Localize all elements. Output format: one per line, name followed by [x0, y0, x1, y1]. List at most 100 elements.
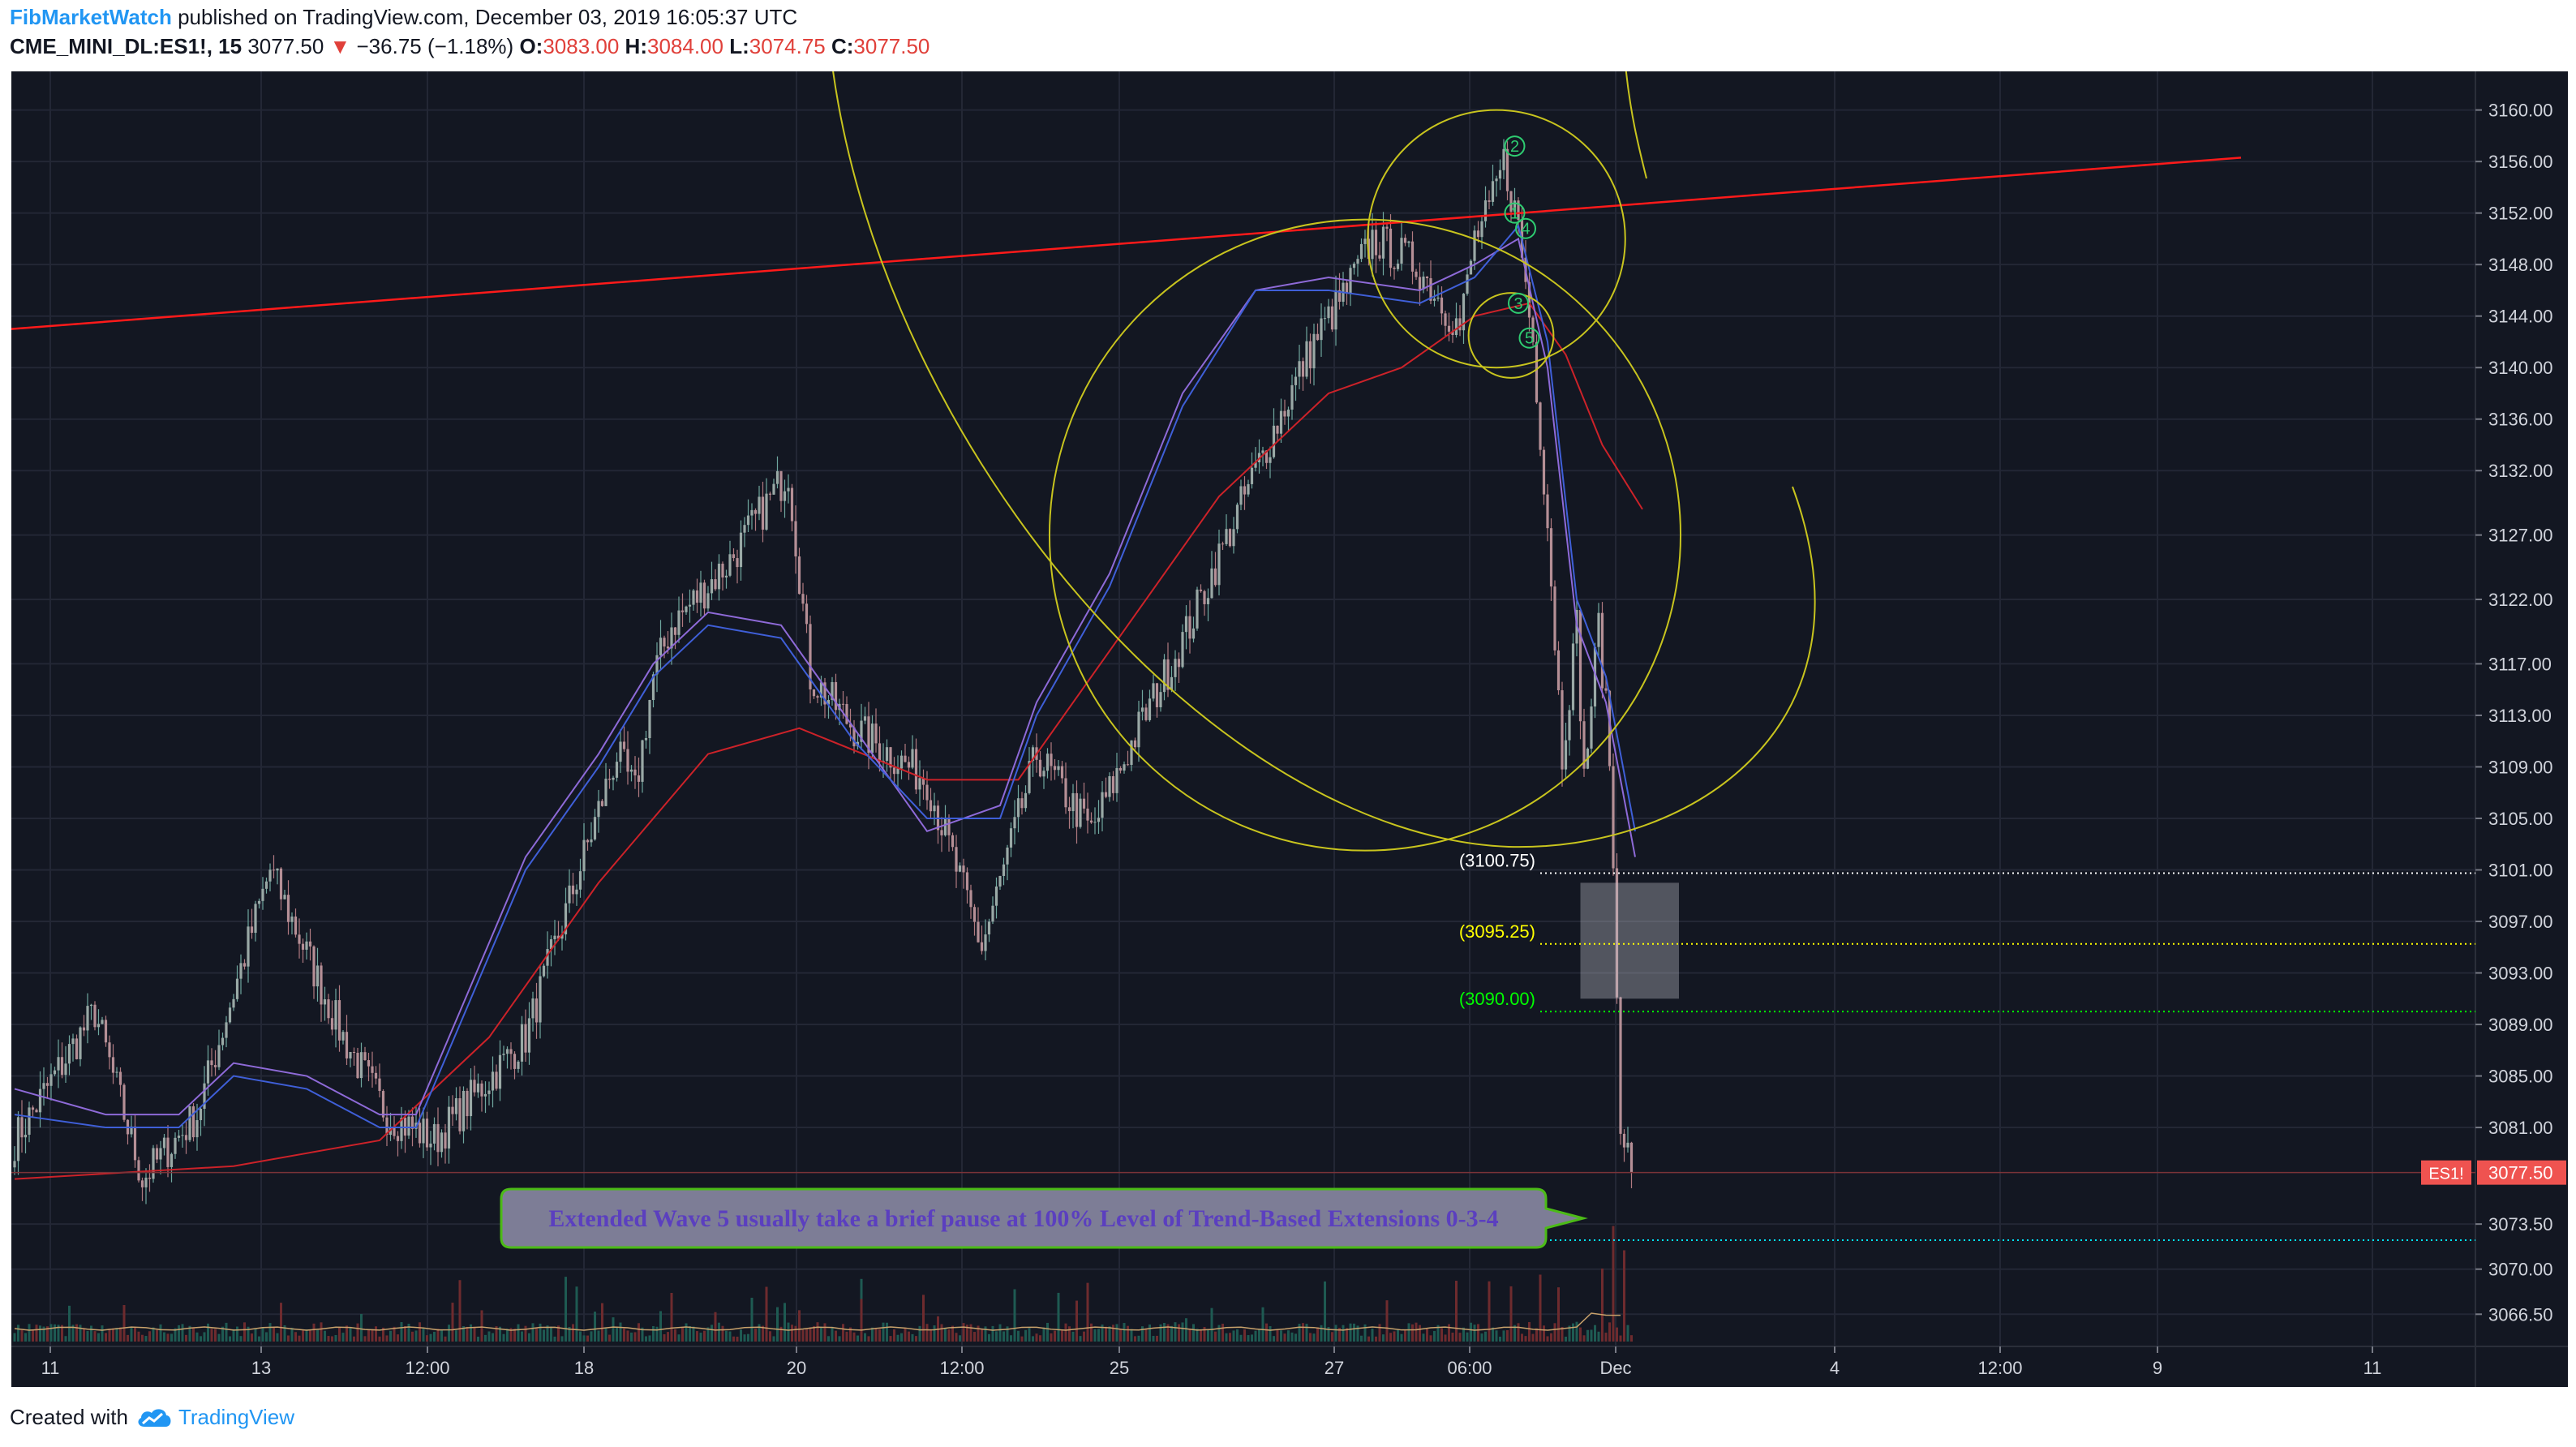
- candle-body: [943, 818, 947, 835]
- symbol-label[interactable]: CME_MINI_DL:ES1!, 15: [10, 34, 243, 58]
- volume-bar: [462, 1326, 465, 1342]
- candle-body: [779, 470, 783, 501]
- candle: [772, 479, 775, 495]
- candle: [118, 1067, 122, 1097]
- wave-label-text: 2: [1510, 138, 1519, 156]
- candle: [582, 823, 586, 881]
- candle-body: [918, 778, 921, 790]
- candle-body: [980, 942, 984, 951]
- candle-body: [1111, 776, 1115, 793]
- candle-body: [750, 509, 753, 516]
- candle: [739, 520, 743, 581]
- candle-body: [1597, 612, 1600, 647]
- volume-bar: [181, 1324, 184, 1342]
- candle-body: [1104, 792, 1108, 797]
- candle: [670, 612, 673, 665]
- x-tick-label: Dec: [1599, 1358, 1631, 1378]
- volume-bar: [24, 1333, 27, 1342]
- candle-body: [619, 741, 622, 762]
- candle-body: [316, 965, 320, 987]
- candle: [1133, 737, 1137, 750]
- volume-bar: [1429, 1335, 1432, 1342]
- volume-bar: [1130, 1329, 1133, 1342]
- candle-body: [663, 638, 666, 647]
- candle-body: [320, 965, 323, 1005]
- candle-body: [1400, 238, 1403, 264]
- wave-label: 2: [1504, 135, 1526, 157]
- candle: [783, 479, 787, 518]
- volume-bar: [393, 1326, 396, 1342]
- candle: [933, 792, 936, 826]
- candle: [622, 726, 626, 752]
- y-tick-label: 3101.00: [2488, 860, 2553, 880]
- candle: [685, 605, 688, 615]
- candle: [283, 889, 286, 900]
- volume-bar: [1528, 1322, 1531, 1342]
- volume-bar: [590, 1331, 593, 1342]
- volume-bar: [1024, 1329, 1027, 1342]
- candle: [188, 1106, 191, 1143]
- candle-body: [604, 779, 608, 806]
- candle: [1170, 666, 1174, 693]
- candle: [765, 478, 768, 531]
- volume-bar: [1509, 1286, 1513, 1342]
- candle-body: [556, 935, 560, 939]
- candle-body: [1432, 298, 1436, 301]
- wave-label-ring: [1504, 135, 1526, 157]
- volume-bar: [1178, 1324, 1180, 1342]
- volume-bar: [714, 1312, 717, 1342]
- volume-bar: [1188, 1329, 1191, 1342]
- volume-bar: [1382, 1334, 1385, 1342]
- candle: [13, 1146, 16, 1175]
- candle-body: [45, 1083, 49, 1086]
- candle-body: [1466, 274, 1469, 294]
- candle: [710, 561, 714, 600]
- candle: [1247, 479, 1250, 497]
- candle: [991, 896, 994, 925]
- candle-body: [42, 1083, 45, 1089]
- volume-bar: [1086, 1282, 1089, 1342]
- volume-bar: [484, 1334, 487, 1342]
- volume-bar: [353, 1336, 355, 1342]
- candle-body: [736, 558, 739, 568]
- candle: [235, 965, 239, 1002]
- candle: [805, 595, 809, 633]
- volume-bar: [546, 1325, 549, 1342]
- candle: [1038, 751, 1042, 778]
- volume-bar: [217, 1333, 221, 1342]
- volume-bar: [918, 1325, 921, 1342]
- candle-body: [264, 881, 268, 889]
- volume-bar: [101, 1325, 104, 1342]
- candle-body: [809, 624, 812, 689]
- candle: [1597, 603, 1600, 657]
- volume-bar: [1083, 1331, 1085, 1342]
- candle: [440, 1129, 444, 1158]
- candle: [1513, 187, 1517, 217]
- candle-body: [283, 895, 286, 900]
- candle: [1542, 446, 1546, 505]
- candle-body: [1031, 747, 1035, 762]
- candle: [914, 738, 918, 794]
- candle-body: [575, 889, 578, 895]
- candle: [239, 954, 243, 994]
- candle: [1568, 705, 1571, 756]
- volume-bar: [801, 1329, 805, 1342]
- candle-body: [1174, 659, 1177, 677]
- volume-bar: [1513, 1325, 1516, 1342]
- candle: [1006, 844, 1009, 881]
- tradingview-link[interactable]: TradingView: [135, 1405, 294, 1430]
- candle: [885, 739, 889, 772]
- candle-body: [648, 700, 651, 738]
- candle: [980, 925, 984, 955]
- volume-bar: [645, 1336, 647, 1342]
- volume-bar: [1071, 1331, 1075, 1342]
- candle: [268, 863, 272, 891]
- volume-bar: [1543, 1325, 1545, 1342]
- candle-body: [801, 594, 805, 604]
- candle-body: [874, 724, 878, 744]
- candle-body: [1440, 297, 1444, 314]
- candle: [1476, 221, 1480, 243]
- author-link[interactable]: FibMarketWatch: [10, 5, 172, 29]
- candle-body: [393, 1127, 396, 1136]
